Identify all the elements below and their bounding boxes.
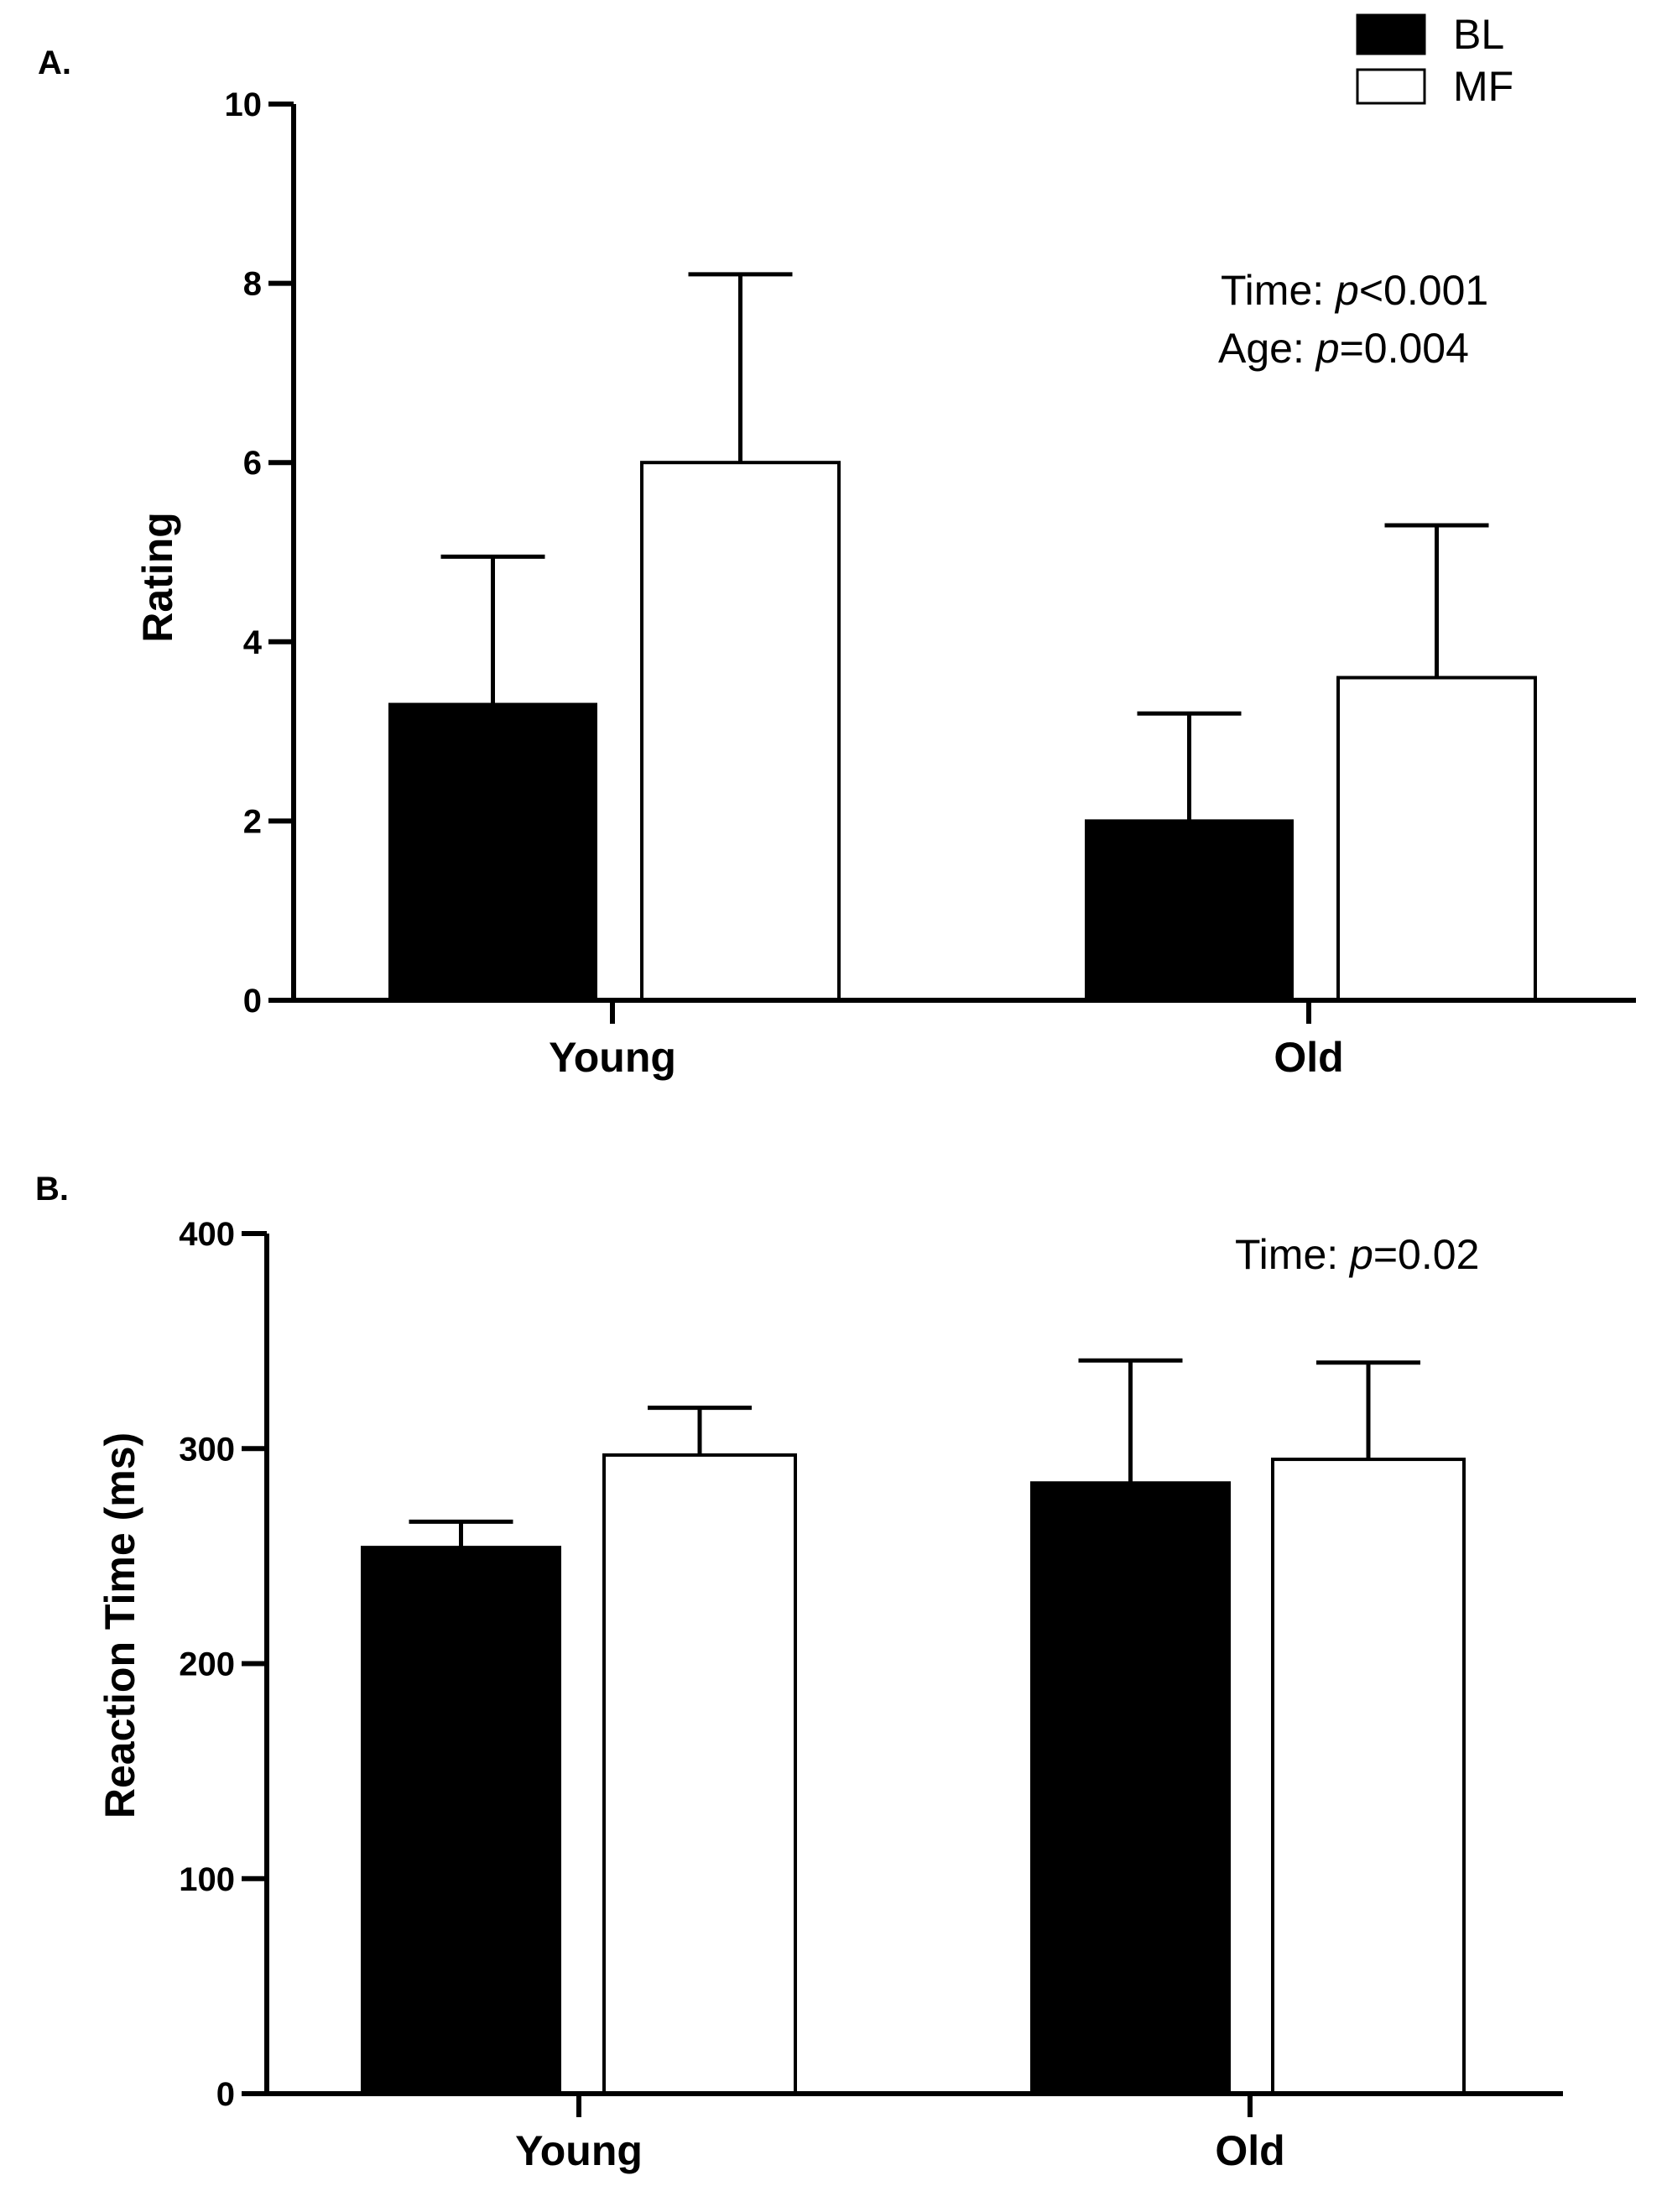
bar-mf-young bbox=[640, 461, 841, 1002]
annotation-time-b: Time: p=0.02 bbox=[1235, 1231, 1479, 1278]
legend: BL MF bbox=[1356, 11, 1513, 110]
bar-bl-old bbox=[1085, 819, 1294, 1003]
y-tick-label: 10 bbox=[225, 86, 263, 123]
legend-label-mf: MF bbox=[1453, 63, 1513, 110]
bars-b bbox=[361, 1358, 1466, 2095]
y-tick-label: 6 bbox=[243, 445, 262, 482]
x-category-label: Old bbox=[1215, 2127, 1284, 2174]
panel-letter-b: B. bbox=[35, 1171, 69, 1208]
y-tick-label: 100 bbox=[179, 1861, 235, 1898]
y-axis-title-a: Rating bbox=[134, 512, 181, 643]
legend-swatch-mf bbox=[1356, 68, 1426, 105]
legend-label-bl: BL bbox=[1453, 11, 1504, 58]
y-tick-label: 8 bbox=[243, 266, 262, 303]
bars-a bbox=[388, 272, 1537, 1003]
annotation-time-a: Time: p<0.001 bbox=[1221, 267, 1488, 314]
bar-mf-old bbox=[1271, 1458, 1466, 2095]
legend-swatch-bl bbox=[1356, 13, 1426, 55]
x-categories-a: Young Old bbox=[549, 1000, 1344, 1081]
y-tick-label: 300 bbox=[179, 1431, 235, 1468]
y-tick-label: 400 bbox=[179, 1216, 235, 1253]
x-categories-b: Young Old bbox=[515, 2094, 1285, 2174]
y-tick-label: 4 bbox=[243, 624, 263, 661]
bar-bl-young bbox=[361, 1546, 561, 2095]
y-tick-label: 0 bbox=[216, 2076, 235, 2113]
annotation-age-a: Age: p=0.004 bbox=[1218, 325, 1469, 372]
y-tick-label: 0 bbox=[243, 983, 262, 1020]
bar-mf-young bbox=[602, 1453, 797, 2095]
chart-panel-b: B. Reaction Time (ms) 0 100 200 300 400 Youn… bbox=[35, 1171, 1563, 2174]
x-category-label: Young bbox=[549, 1034, 676, 1081]
y-tick-label: 200 bbox=[179, 1646, 235, 1683]
x-category-label: Old bbox=[1274, 1034, 1343, 1081]
y-axis-title-b: Reaction Time (ms) bbox=[96, 1432, 143, 1818]
y-tick-label: 2 bbox=[243, 803, 262, 840]
panel-letter-a: A. bbox=[38, 44, 71, 81]
chart-panel-a: A. Rating 0 2 4 6 8 10 Young Old Time: p<0.001… bbox=[38, 44, 1636, 1081]
bar-bl-young bbox=[388, 702, 597, 1002]
bar-mf-old bbox=[1336, 676, 1537, 1003]
y-ticks-a: 0 2 4 6 8 10 bbox=[225, 86, 294, 1020]
bar-bl-old bbox=[1030, 1481, 1231, 2095]
x-category-label: Young bbox=[515, 2127, 643, 2174]
y-ticks-b: 0 100 200 300 400 bbox=[179, 1216, 267, 2113]
